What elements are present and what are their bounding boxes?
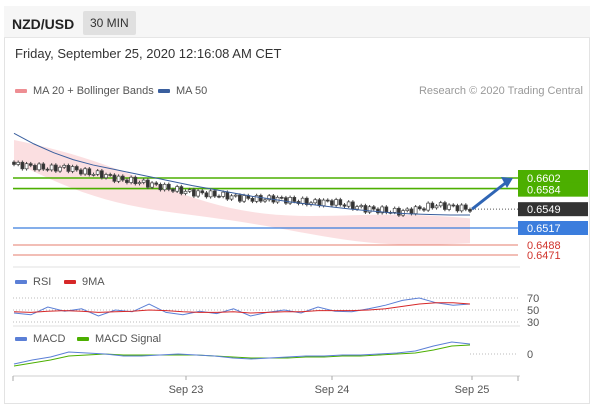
legend-rsi: RSI	[15, 276, 51, 288]
symbol-title: NZD/USD	[12, 16, 75, 32]
legend-macd-signal: MACD Signal	[77, 333, 161, 345]
timeframe-button[interactable]: 30 MIN	[83, 11, 136, 35]
macd-signal-swatch	[77, 337, 89, 342]
research-credit: Research © 2020 Trading Central	[418, 85, 583, 97]
datetime-label: Friday, September 25, 2020 12:16:08 AM C…	[15, 46, 282, 61]
macd-swatch	[15, 337, 27, 342]
ma20-swatch	[15, 89, 27, 94]
ma50-swatch	[158, 89, 170, 94]
legend-ma50: MA 50	[158, 85, 207, 97]
ma50-label: MA 50	[176, 85, 208, 97]
macd-signal-label: MACD Signal	[95, 333, 162, 345]
rsi-ma-swatch	[64, 280, 76, 285]
legend-ma20: MA 20 + Bollinger Bands	[15, 85, 154, 97]
rsi-ma-label: 9MA	[82, 276, 105, 288]
macd-label: MACD	[33, 333, 66, 345]
legend-rsi-ma: 9MA	[64, 276, 105, 288]
rsi-swatch	[15, 280, 27, 285]
legend-macd: MACD	[15, 333, 65, 345]
ma20-label: MA 20 + Bollinger Bands	[33, 85, 154, 97]
rsi-label: RSI	[33, 276, 52, 288]
